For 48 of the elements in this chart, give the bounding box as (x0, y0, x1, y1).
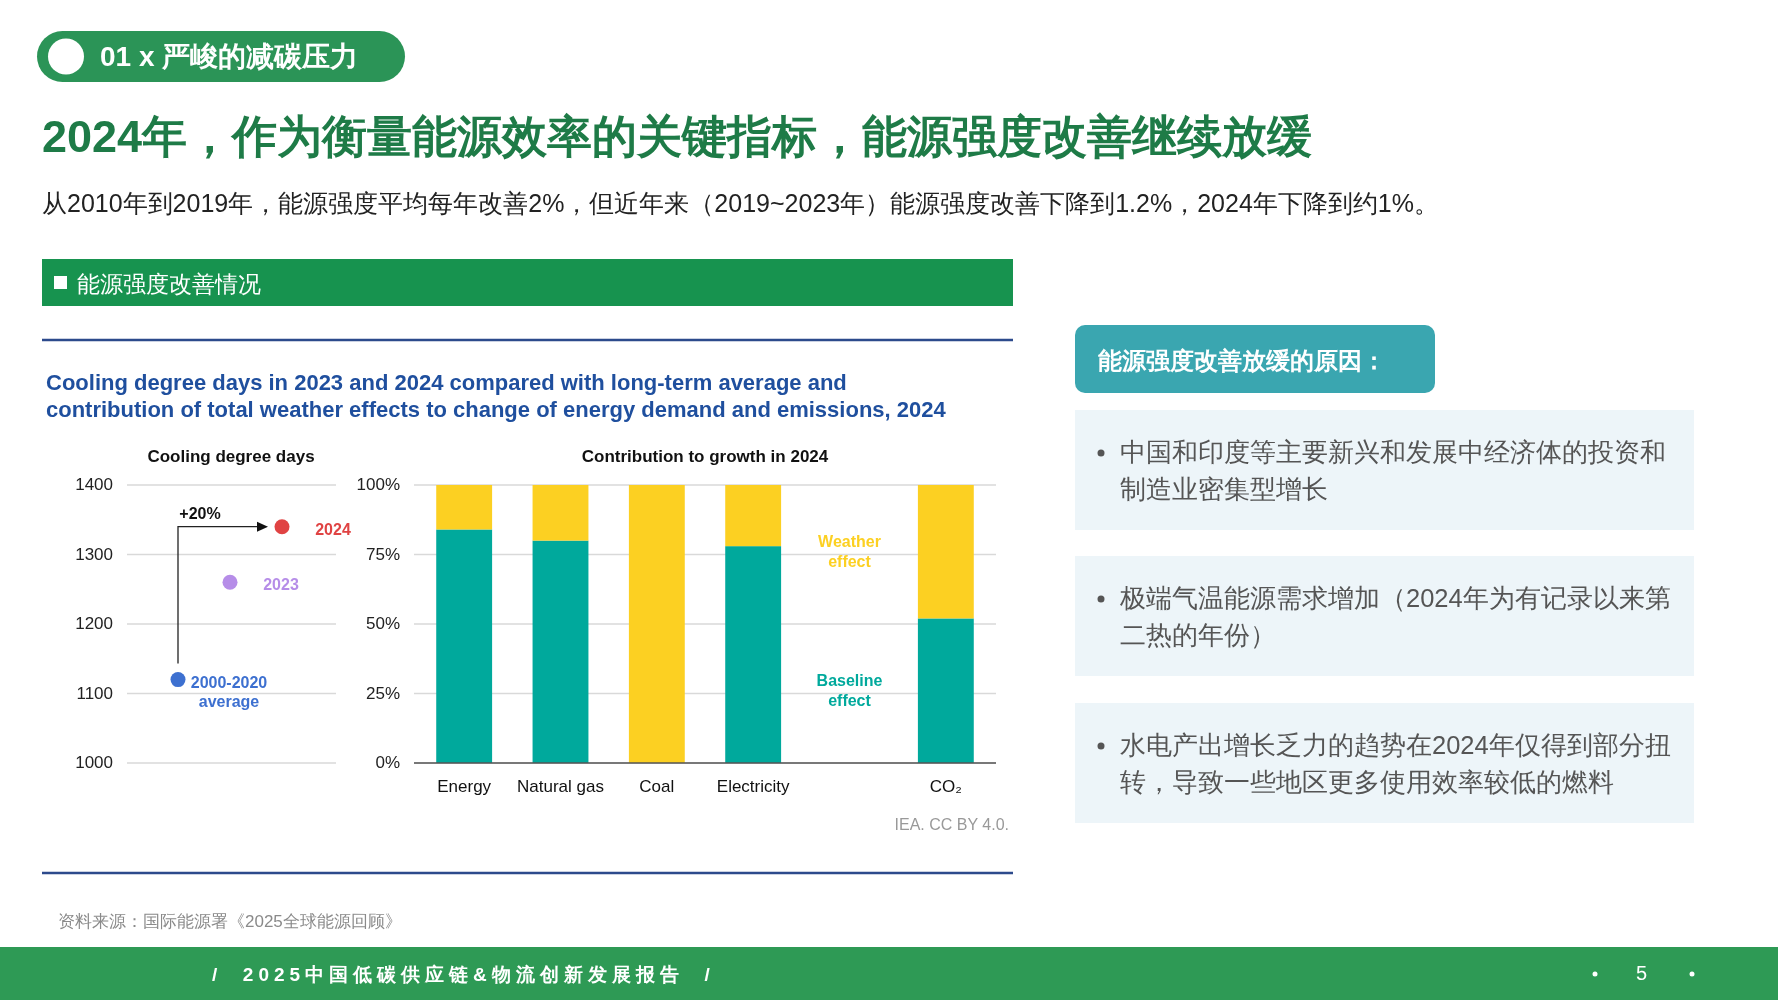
y-tick-label: 0% (375, 753, 400, 773)
y-tick-label: 1100 (76, 683, 113, 704)
bar (436, 485, 493, 530)
point (222, 574, 238, 590)
x-tick-label: Natural gas (517, 777, 604, 797)
text: 2024年，作为衡量能源效率的关键指标，能源强度改善继续放缓 (42, 110, 1313, 164)
x-tick-label: Energy (437, 777, 492, 797)
text: Weather effect (817, 531, 882, 572)
bar (532, 540, 589, 763)
text: IEA. CC BY 4.0. (894, 816, 1009, 834)
bar (628, 485, 685, 763)
series-label: 2023 (262, 575, 300, 595)
bar (725, 546, 782, 763)
bar (532, 485, 589, 541)
bar (917, 618, 974, 763)
y-tick-label: 25% (365, 683, 400, 704)
text: 资料来源：国际能源署《2025全球能源回顾》 (58, 911, 402, 933)
x-tick-label: Electricity (716, 777, 790, 797)
bar (436, 529, 493, 763)
text: 极端气温能源需求增加（2024年为有记录以来第二热的年份） (1120, 583, 1672, 651)
x-tick-label: CO₂ (929, 777, 962, 797)
series-label: 2024 (314, 519, 352, 539)
text: 水电产出增长乏力的趋势在2024年仅得到部分扭转，导致一些地区更多使用效率较低的燃料 (1120, 730, 1672, 798)
text: 能源强度改善情况 (77, 270, 261, 299)
text: 能源强度改善放缓的原因： (1098, 346, 1386, 376)
series-label: 2000-2020 average (189, 672, 269, 711)
chart-title: Contribution to growth in 2024 (581, 447, 829, 467)
y-tick-label: 1300 (75, 544, 113, 565)
text: / 2025中国低碳供应链&物流创新发展报告 / (212, 963, 715, 987)
text: 5 (1636, 962, 1648, 985)
text: 中国和印度等主要新兴和发展中经济体的投资和制造业密集型增长 (1120, 437, 1667, 505)
text: 01 x 严峻的减碳压力 (100, 40, 359, 74)
bar (725, 485, 782, 547)
annotation: +20% (179, 504, 221, 523)
x-tick-label: Coal (639, 777, 675, 797)
y-tick-label: 1400 (75, 475, 113, 495)
y-tick-label: 1200 (75, 614, 113, 634)
y-tick-label: 100% (356, 475, 400, 495)
text: Cooling degree days in 2023 and 2024 compared with long-term average and contribution of total weather effects to change of energy demand and emissions, 2024 (46, 369, 947, 423)
text: 从2010年到2019年，能源强度平均每年改善2%，但近年来（2019~2023年）能源强度改善下降到1.2%，2024年下降到约1%。 (42, 188, 1439, 219)
point (170, 672, 186, 688)
text: Baseline effect (815, 670, 884, 711)
y-tick-label: 50% (365, 614, 400, 634)
chart-title: Cooling degree days (147, 447, 315, 467)
y-tick-label: 1000 (75, 753, 113, 773)
bar (917, 485, 974, 619)
point (274, 519, 290, 535)
y-tick-label: 75% (365, 544, 400, 565)
